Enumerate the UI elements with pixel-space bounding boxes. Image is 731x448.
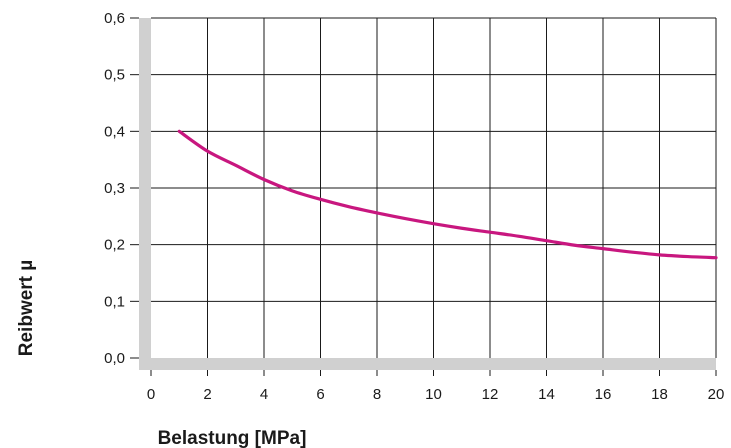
x-tick-label: 10 xyxy=(425,386,442,403)
x-axis-band xyxy=(139,358,716,370)
y-tick-label: 0,6 xyxy=(104,10,125,27)
y-tick-label: 0,4 xyxy=(104,123,125,140)
series-layer xyxy=(177,129,718,260)
x-tick-label: 0 xyxy=(147,386,155,403)
y-axis-title: Reibwert µ xyxy=(16,260,37,356)
x-tick-labels: 0 2 4 6 8 10 12 14 16 18 20 xyxy=(147,386,725,403)
x-tick-label: 4 xyxy=(260,386,268,403)
x-tick-label: 18 xyxy=(651,386,668,403)
x-tick-label: 16 xyxy=(595,386,612,403)
series-line-reibwert xyxy=(177,129,718,260)
grid-lines xyxy=(151,17,717,358)
y-tick-label: 0,2 xyxy=(104,237,125,254)
y-tick-label: 0,3 xyxy=(104,180,125,197)
tick-marks xyxy=(130,17,717,376)
x-tick-label: 12 xyxy=(482,386,499,403)
y-tick-label: 0,1 xyxy=(104,293,125,310)
y-tick-labels: 0,0 0,1 0,2 0,3 0,4 0,5 0,6 xyxy=(104,10,125,367)
x-tick-label: 20 xyxy=(708,386,725,403)
x-tick-label: 14 xyxy=(538,386,555,403)
y-axis-band xyxy=(139,18,151,363)
y-tick-label: 0,5 xyxy=(104,67,125,84)
x-axis-title: Belastung [MPa] xyxy=(158,428,307,448)
y-tick-label: 0,0 xyxy=(104,350,125,367)
x-tick-label: 8 xyxy=(373,386,381,403)
axis-bands xyxy=(139,18,716,370)
x-tick-label: 2 xyxy=(203,386,211,403)
x-tick-label: 6 xyxy=(316,386,324,403)
